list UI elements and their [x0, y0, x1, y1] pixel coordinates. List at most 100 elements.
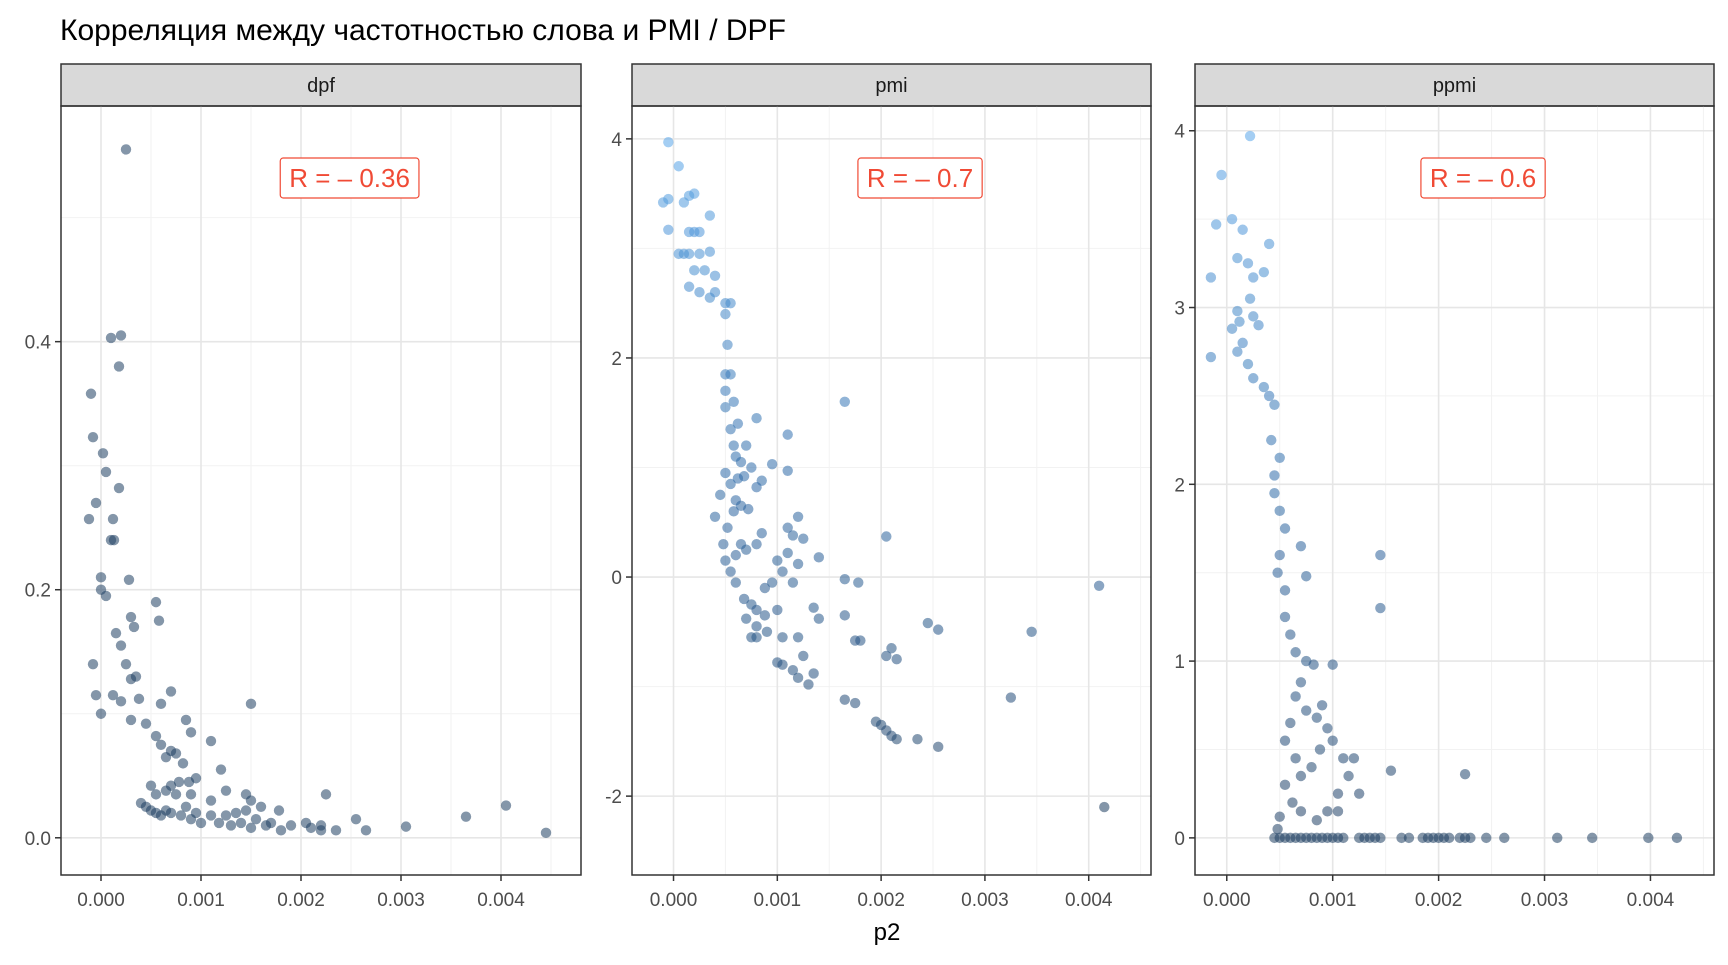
data-point — [220, 785, 232, 796]
data-point — [205, 735, 217, 747]
data-point — [732, 418, 744, 429]
facet-pmi: pmi 0.000 0.001 0.002 0.003 0.004 -2 0 2 4 R = – 0… — [605, 63, 1152, 911]
data-point — [175, 810, 187, 821]
data-point — [1272, 823, 1283, 835]
data-point — [730, 577, 741, 588]
data-point — [728, 440, 739, 451]
data-point — [782, 465, 793, 476]
x-tick-label: 0.001 — [177, 890, 225, 911]
y-tick-label: 4 — [1174, 122, 1185, 143]
x-axis-title: p2 — [874, 919, 901, 946]
data-point — [1258, 381, 1270, 393]
data-point — [1232, 252, 1243, 264]
data-point — [125, 611, 137, 623]
data-point — [709, 270, 721, 281]
data-point — [746, 462, 757, 473]
data-point — [709, 287, 721, 298]
x-tick-label: 0.002 — [1415, 890, 1463, 911]
data-point — [1093, 580, 1105, 592]
y-tick-label: 1 — [1174, 652, 1185, 673]
correlation-label: R = – 0.6 — [1430, 163, 1536, 193]
data-point — [1552, 832, 1563, 844]
data-point — [735, 456, 747, 468]
data-point — [798, 650, 809, 662]
data-point — [120, 144, 132, 155]
data-point — [663, 224, 674, 235]
data-point — [704, 210, 716, 221]
data-point — [738, 593, 750, 605]
data-point — [1248, 311, 1259, 322]
data-point — [1403, 832, 1415, 844]
data-point — [1643, 832, 1654, 844]
data-point — [1308, 659, 1319, 670]
y-tick-label: 3 — [1174, 299, 1185, 320]
data-point — [240, 805, 252, 816]
data-point — [185, 813, 197, 825]
data-point — [107, 689, 119, 701]
data-point — [85, 388, 97, 399]
data-point — [853, 577, 864, 588]
data-point — [95, 572, 107, 583]
data-point — [1353, 788, 1365, 799]
data-point — [1499, 832, 1510, 844]
x-tick-label: 0.004 — [477, 890, 525, 911]
data-point — [772, 604, 783, 616]
data-point — [1226, 323, 1238, 334]
data-point — [273, 805, 285, 816]
data-point — [225, 820, 237, 831]
data-point — [1099, 801, 1110, 813]
correlation-label: R = – 0.7 — [867, 163, 973, 193]
data-point — [683, 248, 695, 260]
data-point — [1290, 647, 1301, 658]
data-point — [170, 789, 182, 800]
data-point — [1005, 692, 1017, 703]
data-point — [305, 822, 317, 834]
x-tick-label: 0.004 — [1627, 890, 1675, 911]
data-point — [881, 650, 892, 662]
data-point — [891, 733, 902, 745]
x-tick-label: 0.003 — [377, 890, 425, 911]
data-point — [849, 697, 861, 709]
data-point — [155, 698, 167, 710]
data-point — [813, 552, 825, 563]
data-point — [704, 246, 716, 257]
data-point — [180, 801, 192, 812]
data-point — [140, 718, 152, 729]
data-point — [728, 396, 739, 407]
data-point — [215, 764, 227, 775]
y-tick-label: 2 — [611, 349, 622, 370]
data-point — [881, 531, 892, 542]
x-tick-label: 0.003 — [1521, 890, 1569, 911]
data-point — [315, 825, 327, 836]
data-point — [1301, 571, 1312, 582]
panel-border — [1194, 105, 1715, 876]
data-point — [330, 825, 342, 836]
data-point — [689, 188, 700, 199]
data-point — [1295, 770, 1307, 782]
panel-border — [631, 105, 1152, 876]
data-point — [115, 696, 127, 707]
data-point — [1586, 832, 1598, 844]
data-point — [1205, 272, 1217, 283]
data-point — [694, 226, 705, 238]
data-point — [730, 549, 741, 561]
data-point — [108, 534, 120, 546]
data-point — [1269, 487, 1280, 499]
data-point — [751, 538, 762, 550]
data-point — [275, 825, 287, 836]
data-point — [128, 621, 140, 633]
data-point — [235, 817, 247, 829]
x-tick-label: 0.000 — [650, 890, 698, 911]
data-point — [1279, 779, 1291, 791]
data-point — [115, 640, 127, 651]
data-point — [1306, 761, 1317, 773]
data-point — [694, 248, 705, 260]
data-point — [1295, 806, 1307, 817]
data-point — [1279, 585, 1291, 596]
data-point — [1279, 523, 1291, 534]
data-point — [699, 265, 710, 276]
data-point — [792, 632, 804, 643]
data-point — [320, 789, 332, 800]
data-point — [1316, 700, 1328, 711]
y-tick-label: 0.4 — [25, 333, 52, 354]
